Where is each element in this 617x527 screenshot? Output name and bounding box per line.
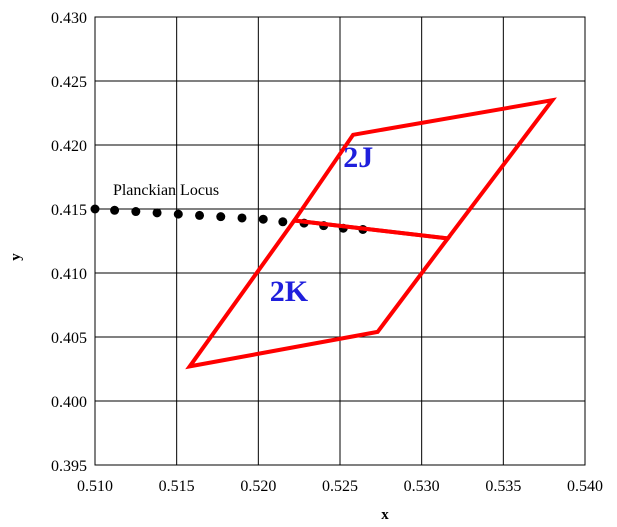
locus-point [278, 217, 288, 227]
y-tick-label: 0.405 [51, 330, 87, 347]
x-tick-label: 0.535 [485, 478, 521, 495]
grid [94, 16, 586, 466]
locus-point [258, 214, 268, 224]
region-2k-label: 2K [270, 275, 309, 308]
x-axis-label: x [381, 507, 389, 523]
y-tick-label: 0.430 [51, 10, 87, 27]
locus-point [216, 212, 226, 222]
region-2k-outline [185, 218, 452, 370]
x-tick-label: 0.515 [159, 478, 195, 495]
x-tick-label: 0.540 [567, 478, 603, 495]
locus-point [237, 213, 247, 223]
locus-point [173, 209, 183, 219]
locus-point [90, 204, 100, 214]
y-tick-label: 0.395 [51, 458, 87, 475]
region-2j-label: 2J [343, 141, 373, 174]
regions-layer: 2J 2K [185, 97, 557, 370]
x-tick-label: 0.530 [404, 478, 440, 495]
y-tick-label: 0.415 [51, 202, 87, 219]
annotation-planckian-locus: Planckian Locus [113, 182, 219, 199]
y-axis-label: y [8, 253, 24, 261]
plot-area-border [94, 16, 586, 466]
y-tick-label: 0.400 [51, 394, 87, 411]
y-tick-label: 0.420 [51, 138, 87, 155]
y-tick-labels: 0.395 0.400 0.405 0.410 0.415 0.420 0.425 0.430 [51, 10, 87, 475]
x-tick-label: 0.510 [77, 478, 113, 495]
locus-point [152, 208, 162, 218]
x-tick-labels: 0.510 0.515 0.520 0.525 0.530 0.535 0.540 [77, 478, 603, 495]
y-tick-label: 0.410 [51, 266, 87, 283]
annotations-layer: Planckian Locus [113, 182, 219, 199]
x-tick-label: 0.525 [322, 478, 358, 495]
locus-point [195, 210, 205, 220]
locus-point [110, 205, 120, 215]
x-tick-label: 0.520 [240, 478, 276, 495]
locus-point [131, 207, 141, 217]
y-tick-label: 0.425 [51, 74, 87, 91]
